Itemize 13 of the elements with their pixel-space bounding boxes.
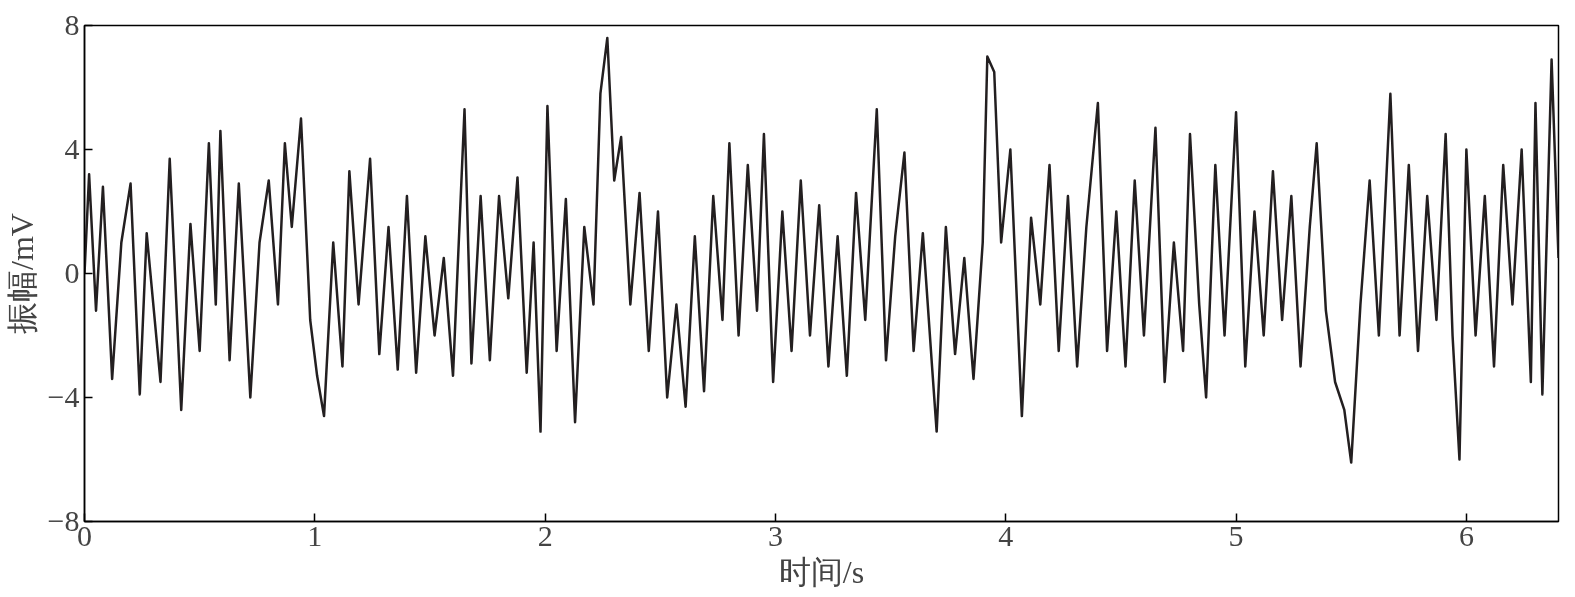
- x-tick-label: 3: [767, 518, 783, 552]
- y-tick-label: 4: [64, 132, 80, 165]
- line-series: [84, 36, 1559, 464]
- x-tick-label: 2: [537, 518, 553, 552]
- y-tick-label: 0: [64, 256, 80, 289]
- x-tick-label: 4: [998, 518, 1014, 552]
- x-tick-label: 5: [1228, 518, 1244, 552]
- y-tick-label: 8: [64, 8, 80, 41]
- y-axis-title: 振幅/mV: [3, 213, 40, 334]
- x-tick-label: 6: [1458, 518, 1474, 552]
- x-tick-label: 1: [307, 518, 323, 552]
- x-axis-title: 时间/s: [778, 553, 865, 590]
- y-tick-label: −4: [47, 380, 80, 413]
